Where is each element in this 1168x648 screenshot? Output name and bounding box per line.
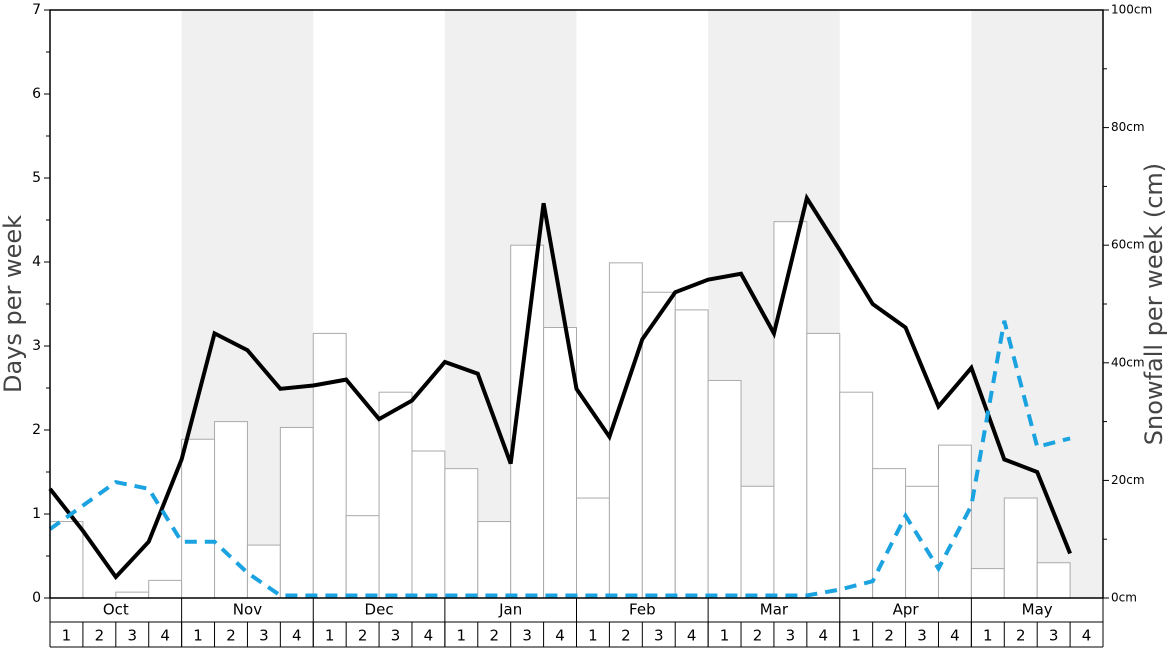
bar <box>937 444 972 599</box>
x-tick-label: 4 <box>687 627 697 645</box>
bar <box>576 497 610 599</box>
month-label: Oct <box>103 601 129 619</box>
x-tick-label: 4 <box>160 627 170 645</box>
y-tick-label: 4 <box>32 254 41 270</box>
bar <box>905 485 939 599</box>
bar <box>49 521 84 599</box>
x-tick-label: 1 <box>983 627 993 645</box>
y2-tick-label: 80cm <box>1111 120 1145 134</box>
x-tick-label: 2 <box>226 627 236 645</box>
bar <box>246 544 281 599</box>
x-tick-label: 2 <box>95 627 105 645</box>
y2-tick-label: 0cm <box>1111 591 1137 605</box>
bar <box>839 391 874 599</box>
bar <box>806 332 841 599</box>
x-tick-label: 3 <box>786 627 796 645</box>
x-tick-label: 2 <box>358 627 368 645</box>
y2-tick-label: 100cm <box>1111 3 1152 17</box>
x-tick-label: 3 <box>127 627 137 645</box>
y-axis-title: Days per week <box>0 215 27 393</box>
y-tick-label: 0 <box>32 590 41 606</box>
bar <box>181 438 216 599</box>
y-tick-label: 7 <box>32 2 41 18</box>
bar <box>411 450 446 599</box>
x-tick-label: 1 <box>457 627 467 645</box>
y-tick-label: 6 <box>32 86 41 102</box>
y-tick-label: 2 <box>32 422 41 438</box>
x-tick-label: 3 <box>522 627 532 645</box>
x-tick-label: 2 <box>1016 627 1026 645</box>
y-tick-label: 1 <box>32 506 41 522</box>
bar <box>1003 497 1038 599</box>
line <box>48 320 1071 598</box>
month-label: Dec <box>365 601 394 619</box>
bar <box>345 515 380 599</box>
y2-tick-label: 20cm <box>1111 473 1145 487</box>
x-tick-label: 2 <box>753 627 763 645</box>
x-tick-label: 4 <box>424 627 434 645</box>
x-tick-label: 4 <box>1082 627 1092 645</box>
y2-tick-label: 60cm <box>1111 238 1145 252</box>
x-tick-label: 3 <box>917 627 927 645</box>
x-tick-label: 1 <box>325 627 335 645</box>
bar <box>543 327 577 599</box>
bar <box>970 568 1005 599</box>
bar <box>312 332 347 599</box>
x-tick-label: 1 <box>193 627 203 645</box>
bar <box>214 421 248 599</box>
x-tick-label: 2 <box>884 627 894 645</box>
bar <box>641 291 676 599</box>
y-tick-label: 3 <box>32 338 41 354</box>
bar <box>148 579 183 599</box>
bar <box>1036 562 1071 599</box>
x-tick-label: 1 <box>588 627 598 645</box>
x-tick-label: 3 <box>259 627 269 645</box>
bar <box>674 309 709 599</box>
bar <box>740 485 775 599</box>
x-tick-label: 4 <box>292 627 302 645</box>
x-tick-label: 2 <box>621 627 631 645</box>
month-label: Mar <box>760 601 789 619</box>
month-label: Apr <box>893 601 920 619</box>
bar <box>872 468 907 599</box>
month-label: Jan <box>498 601 522 619</box>
bar <box>477 521 512 599</box>
x-tick-label: 4 <box>950 627 960 645</box>
bar <box>444 468 479 599</box>
bar <box>279 426 314 599</box>
x-tick-label: 1 <box>851 627 861 645</box>
x-tick-label: 3 <box>654 627 664 645</box>
x-tick-label: 3 <box>391 627 401 645</box>
x-tick-label: 3 <box>1049 627 1059 645</box>
month-label: Feb <box>629 601 656 619</box>
x-tick-label: 2 <box>489 627 499 645</box>
month-label: Nov <box>233 601 262 619</box>
bar <box>707 379 742 599</box>
line <box>48 193 1072 581</box>
x-tick-label: 1 <box>720 627 730 645</box>
x-tick-label: 1 <box>62 627 72 645</box>
x-tick-label: 4 <box>819 627 829 645</box>
y2-axis-title: Snowfall per week (cm) <box>1140 163 1168 445</box>
bar <box>115 591 150 599</box>
x-tick-label: 4 <box>555 627 565 645</box>
bar <box>608 262 643 599</box>
bar <box>378 391 413 599</box>
month-label: May <box>1022 601 1053 619</box>
y-tick-label: 5 <box>32 170 41 186</box>
bar <box>773 221 808 599</box>
y2-tick-label: 40cm <box>1111 355 1145 369</box>
